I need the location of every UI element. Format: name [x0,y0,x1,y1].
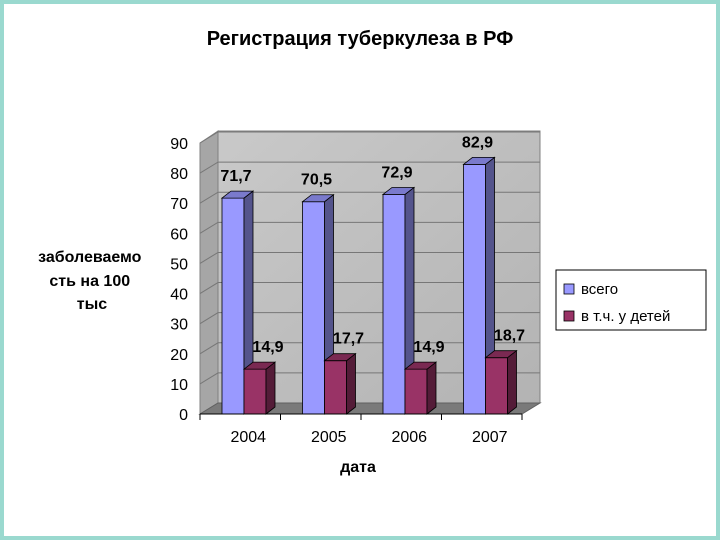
gridline [199,161,540,174]
bar-top [381,187,416,195]
x-tick-label: 2004 [230,429,266,446]
gridline [199,221,540,234]
legend-swatch-deti [563,310,575,322]
x-axis: 2004 2005 2006 2007 [199,413,523,446]
y-tick-label: 60 [170,226,188,243]
bar-top [301,194,335,203]
y-tick-label: 70 [170,196,188,213]
y-tick-label: 20 [170,347,188,364]
bar-front [324,360,347,415]
data-label: 18,7 [494,328,525,345]
y-axis-label-line: сть на 100 [49,273,130,290]
x-tick-label: 2006 [391,429,427,446]
y-axis: 0 10 20 30 40 50 60 70 80 90 [170,136,188,424]
bar-front [382,194,406,415]
data-label: 14,9 [252,339,283,356]
bar-top [323,353,357,362]
bar-front [243,368,267,415]
bar-top [484,350,518,359]
y-tick-label: 40 [170,287,188,304]
legend: всего в т.ч. у детей [555,269,707,331]
y-tick-label: 0 [179,407,188,424]
gridline [199,131,540,144]
bar-side [346,352,356,415]
data-label: 14,9 [413,339,444,356]
legend-swatch-vsego [563,283,575,295]
y-tick-label: 10 [170,377,188,394]
y-tick-label: 80 [170,166,188,183]
bar-top [403,361,438,370]
gridline [199,342,540,355]
x-tick-label: 2007 [472,429,508,446]
bar-front [485,357,508,415]
gridline [199,282,540,294]
y-axis-label-line: заболеваемо [38,249,142,266]
bar-top [220,190,255,199]
bars [220,156,518,415]
x-axis-label: дата [340,459,376,476]
gridline [199,312,540,325]
data-label: 71,7 [220,168,251,185]
chart-title: Регистрация туберкулеза в РФ [207,28,514,50]
x-tick-label: 2005 [311,429,347,446]
y-tick-label: 50 [170,256,188,273]
bar-side [426,361,437,415]
y-axis-label: заболеваемо сть на 100 тыс [38,249,146,313]
legend-label-vsego: всего [581,281,618,298]
legend-box [555,269,707,331]
data-label: 72,9 [381,164,412,181]
bar-front [404,368,428,415]
gridline [199,191,540,204]
plot-side-wall [199,130,219,415]
legend-label-deti: в т.ч. у детей [581,308,670,325]
data-label: 70,5 [301,172,332,189]
bar-top [462,156,496,165]
data-labels: 71,7 14,9 70,5 17,7 72,9 14,9 82,9 18,7 [220,134,525,356]
data-label: 17,7 [333,331,364,348]
bar-front [221,197,245,415]
bar-side [265,361,276,415]
y-axis-label-line: тыс [77,296,108,313]
y-tick-label: 30 [170,317,188,334]
y-tick-label: 90 [170,136,188,153]
bar-front [302,201,325,415]
bar-side [507,349,517,415]
gridline [199,251,540,264]
data-label: 82,9 [462,134,493,151]
gridlines [199,131,540,385]
bar-top [242,361,277,370]
bar-front [463,163,486,415]
